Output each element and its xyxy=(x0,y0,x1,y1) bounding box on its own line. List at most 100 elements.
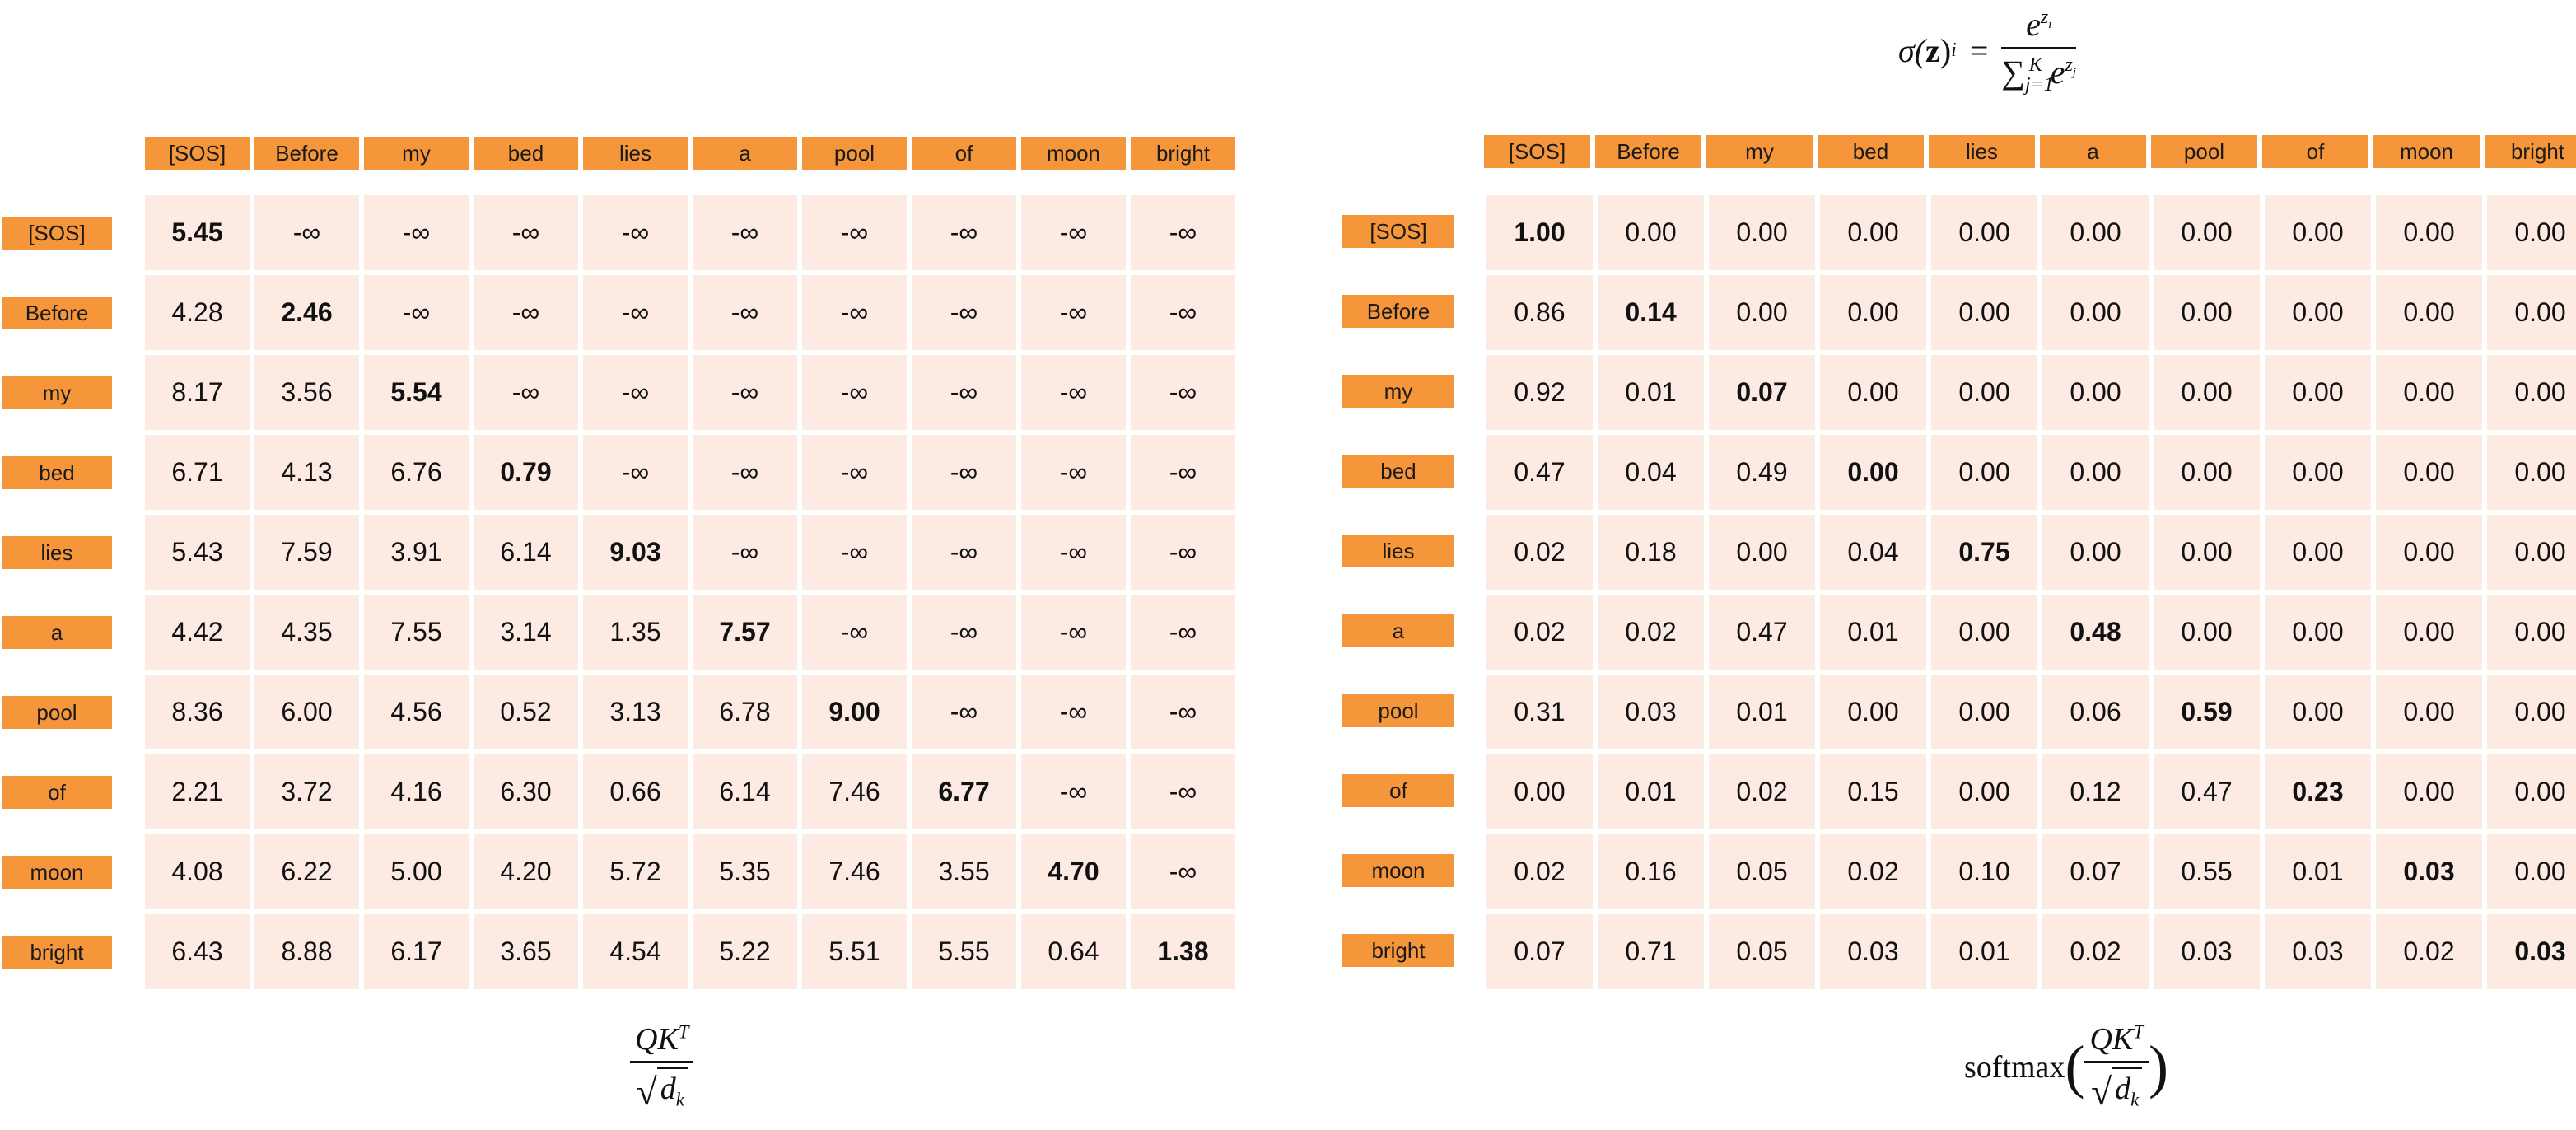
matrix-cell: -∞ xyxy=(912,195,1016,270)
matrix-cell: 0.00 xyxy=(1486,754,1593,829)
matrix-cell: 4.70 xyxy=(1021,834,1126,909)
matrix-cell: -∞ xyxy=(1131,195,1235,270)
matrix-cell: -∞ xyxy=(1131,435,1235,510)
matrix-cell: 0.01 xyxy=(1931,914,2037,989)
column-header: a xyxy=(693,137,797,170)
matrix-cell: -∞ xyxy=(474,195,578,270)
matrix-cell: 0.02 xyxy=(1486,834,1593,909)
column-header: a xyxy=(2040,135,2146,168)
matrix-cell: 3.91 xyxy=(364,515,469,590)
matrix-cell: 0.15 xyxy=(1820,754,1926,829)
matrix-cell: -∞ xyxy=(364,195,469,270)
matrix-cell: 0.75 xyxy=(1931,515,2037,590)
column-header: Before xyxy=(1595,135,1701,168)
matrix-cell: 5.45 xyxy=(145,195,250,270)
right-column-headers: [SOS] Before my bed lies a pool of moon bright xyxy=(1484,135,2576,168)
matrix-cell: 0.02 xyxy=(1709,754,1815,829)
matrix-cell: 0.00 xyxy=(2376,435,2482,510)
matrix-cell: 0.01 xyxy=(1820,595,1926,670)
matrix-cell: -∞ xyxy=(1021,355,1126,430)
sum-symbol: ∑ xyxy=(2001,53,2025,91)
row-label: of xyxy=(1342,774,1454,807)
matrix-cell: 4.54 xyxy=(583,914,688,989)
matrix-cell: 0.00 xyxy=(2042,275,2149,350)
row-label: lies xyxy=(2,536,112,569)
matrix-cell: 0.00 xyxy=(2376,275,2482,350)
row-label: bed xyxy=(1342,455,1454,488)
matrix-cell: 0.00 xyxy=(2376,675,2482,749)
column-header: lies xyxy=(583,137,688,170)
matrix-cell: 0.05 xyxy=(1709,914,1815,989)
exp-zi: z xyxy=(2040,7,2049,29)
matrix-cell: -∞ xyxy=(1021,675,1126,749)
matrix-cell: -∞ xyxy=(802,195,907,270)
matrix-cell: 0.05 xyxy=(1709,834,1815,909)
matrix-cell: 3.13 xyxy=(583,675,688,749)
matrix-cell: 2.21 xyxy=(145,754,250,829)
matrix-cell: 0.00 xyxy=(2154,195,2260,270)
matrix-cell: 0.00 xyxy=(2042,515,2149,590)
matrix-cell: 6.77 xyxy=(912,754,1016,829)
matrix-cell: 1.38 xyxy=(1131,914,1235,989)
matrix-cell: 5.22 xyxy=(693,914,797,989)
matrix-cell: -∞ xyxy=(1021,275,1126,350)
matrix-cell: -∞ xyxy=(1021,435,1126,510)
matrix-cell: 3.65 xyxy=(474,914,578,989)
matrix-cell: 7.57 xyxy=(693,595,797,670)
matrix-cell: 0.00 xyxy=(1598,195,1704,270)
row-label: Before xyxy=(2,297,112,329)
matrix-cell: 0.00 xyxy=(2265,275,2371,350)
matrix-cell: -∞ xyxy=(693,435,797,510)
matrix-cell: 7.46 xyxy=(802,834,907,909)
matrix-cell: -∞ xyxy=(802,515,907,590)
z-vector: z xyxy=(1925,31,1940,69)
matrix-cell: -∞ xyxy=(693,355,797,430)
matrix-cell: -∞ xyxy=(802,595,907,670)
column-header: Before xyxy=(254,137,359,170)
matrix-cell: -∞ xyxy=(583,435,688,510)
matrix-cell: 0.06 xyxy=(2042,675,2149,749)
matrix-cell: 0.00 xyxy=(2154,355,2260,430)
matrix-cell: 0.02 xyxy=(1486,595,1593,670)
column-header: bed xyxy=(474,137,578,170)
matrix-cell: 0.12 xyxy=(2042,754,2149,829)
row-label: moon xyxy=(1342,854,1454,887)
exp-zj-index: j xyxy=(2072,65,2076,79)
matrix-cell: -∞ xyxy=(1131,275,1235,350)
matrix-cell: 0.00 xyxy=(2487,515,2576,590)
matrix-cell: -∞ xyxy=(364,275,469,350)
matrix-cell: 0.00 xyxy=(2487,355,2576,430)
matrix-cell: -∞ xyxy=(1021,754,1126,829)
matrix-cell: 0.10 xyxy=(1931,834,2037,909)
matrix-cell: 0.00 xyxy=(1820,355,1926,430)
matrix-cell: -∞ xyxy=(583,195,688,270)
matrix-cell: 0.00 xyxy=(2487,435,2576,510)
matrix-cell: 4.08 xyxy=(145,834,250,909)
matrix-cell: 0.03 xyxy=(1598,675,1704,749)
matrix-cell: -∞ xyxy=(1131,754,1235,829)
matrix-cell: 0.00 xyxy=(2376,754,2482,829)
matrix-cell: 8.36 xyxy=(145,675,250,749)
matrix-cell: -∞ xyxy=(1131,355,1235,430)
matrix-cell: 0.01 xyxy=(1709,675,1815,749)
matrix-cell: -∞ xyxy=(1021,515,1126,590)
column-header: my xyxy=(364,137,469,170)
matrix-cell: 0.00 xyxy=(2487,595,2576,670)
matrix-cell: 0.49 xyxy=(1709,435,1815,510)
matrix-cell: 0.02 xyxy=(1486,515,1593,590)
matrix-cell: 6.14 xyxy=(693,754,797,829)
matrix-cell: 9.03 xyxy=(583,515,688,590)
dk-d: d xyxy=(660,1072,676,1106)
dk-d: d xyxy=(2115,1072,2131,1106)
matrix-cell: 3.56 xyxy=(254,355,359,430)
matrix-cell: 6.43 xyxy=(145,914,250,989)
matrix-cell: 0.07 xyxy=(2042,834,2149,909)
dk-k: k xyxy=(675,1089,684,1110)
row-label: Before xyxy=(1342,295,1454,328)
qk-term: QK xyxy=(2089,1022,2134,1057)
softmax-label: softmax xyxy=(1964,1049,2065,1085)
matrix-cell: 5.51 xyxy=(802,914,907,989)
matrix-cell: -∞ xyxy=(254,195,359,270)
matrix-cell: 0.04 xyxy=(1820,515,1926,590)
row-label: my xyxy=(2,376,112,409)
